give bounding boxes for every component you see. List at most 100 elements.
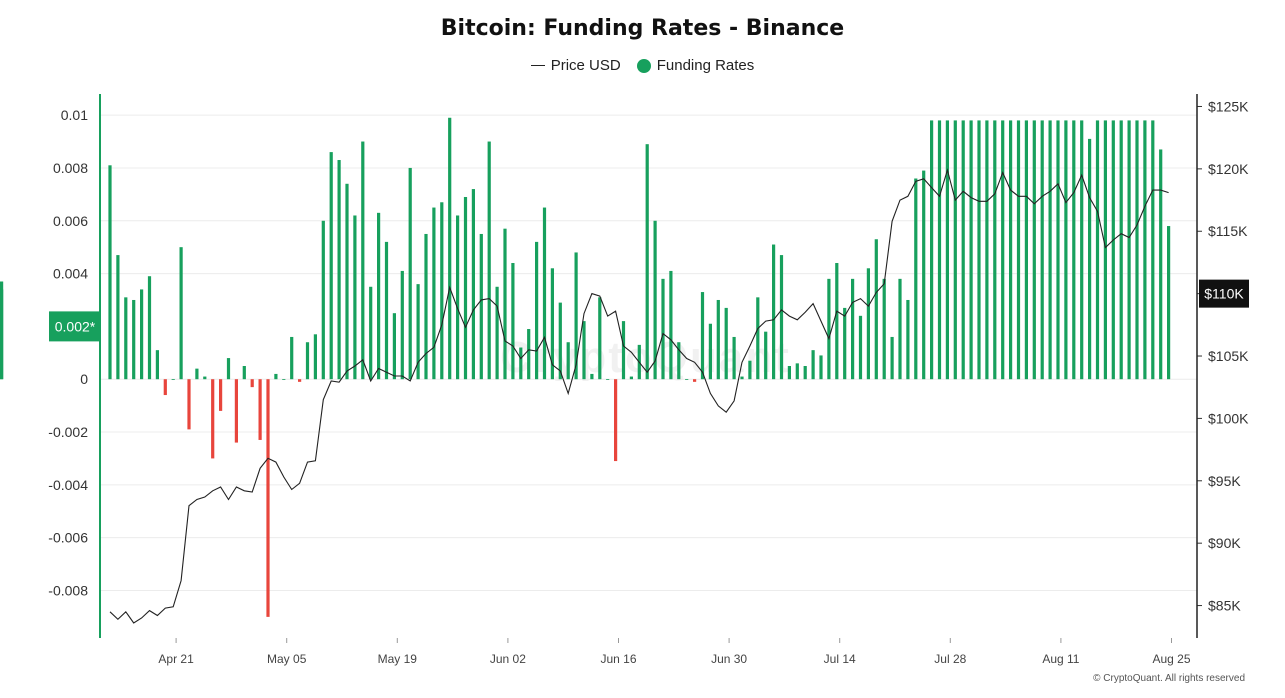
funding-bar (353, 215, 357, 380)
funding-bar (234, 379, 238, 443)
funding-bar (203, 376, 207, 380)
y-right-tick-label: $90K (1208, 535, 1241, 551)
funding-bar (116, 255, 120, 380)
funding-bar (614, 379, 618, 462)
funding-bar (463, 196, 468, 380)
x-tick-label: Jul 28 (934, 652, 966, 666)
funding-bar (1001, 120, 1005, 380)
current-funding-marker (49, 311, 100, 342)
funding-bar (1088, 138, 1092, 380)
funding-bar (606, 379, 610, 381)
funding-bar (1024, 120, 1028, 380)
funding-bar (140, 289, 144, 380)
funding-bar (400, 270, 404, 380)
funding-bar (108, 165, 112, 380)
x-tick-label: Aug 11 (1042, 652, 1079, 666)
funding-bar (700, 292, 705, 380)
funding-bar (835, 263, 839, 380)
funding-bar (519, 347, 523, 380)
funding-bar (345, 183, 349, 380)
funding-bar (290, 336, 294, 380)
funding-bar (961, 120, 965, 380)
funding-bar (1080, 120, 1084, 380)
funding-bar (132, 299, 136, 380)
funding-bar (298, 379, 302, 382)
y-right-tick-label: $95K (1208, 473, 1241, 489)
funding-bar (787, 366, 791, 380)
funding-bar (629, 376, 633, 380)
y-right-tick-label: $85K (1208, 598, 1241, 614)
legend: Price USD Funding Rates (0, 57, 1285, 74)
x-tick-label: Apr 21 (158, 652, 194, 666)
legend-item-funding[interactable]: Funding Rates (636, 57, 754, 74)
y-right-tick-label: $100K (1208, 410, 1249, 426)
funding-bar (661, 278, 665, 380)
funding-bar (274, 373, 278, 380)
legend-item-price[interactable]: Price USD (530, 57, 621, 74)
funding-bar (795, 363, 799, 380)
y-left-tick-label: -0.006 (48, 530, 88, 546)
funding-bar (827, 278, 831, 380)
funding-bar (724, 307, 728, 380)
legend-label-price: Price USD (550, 57, 621, 74)
dot-swatch-icon (636, 58, 651, 73)
funding-bar (866, 268, 870, 380)
y-right-tick-label: $105K (1208, 348, 1249, 364)
funding-bar (329, 152, 333, 380)
y-left-tick-label: -0.002 (48, 424, 88, 440)
x-tick-label: Aug 25 (1152, 652, 1190, 666)
funding-bar (1119, 120, 1123, 380)
funding-bar (645, 144, 649, 380)
funding-bar (590, 373, 594, 380)
funding-bar (313, 334, 317, 380)
funding-bar (890, 336, 894, 380)
funding-bar (598, 297, 602, 380)
funding-bar (779, 255, 784, 380)
funding-bar (440, 202, 444, 380)
funding-bar (361, 141, 365, 380)
line-swatch-icon (530, 64, 545, 67)
x-tick-label: May 19 (378, 652, 418, 666)
y-left-tick-label: 0.008 (53, 160, 88, 176)
funding-bar (226, 358, 231, 380)
funding-bar (1072, 120, 1076, 380)
funding-bar (1095, 120, 1100, 380)
y-left-tick-label: 0.004 (53, 266, 88, 282)
funding-bar (392, 313, 396, 380)
funding-bar (764, 331, 768, 380)
x-tick-label: Jun 16 (600, 652, 636, 666)
funding-bar (558, 302, 562, 380)
funding-bar (772, 244, 776, 380)
y-right-tick-label: $120K (1208, 161, 1249, 177)
funding-bar (1032, 120, 1036, 380)
funding-bar (969, 120, 973, 380)
funding-bar (582, 321, 586, 380)
funding-bar (542, 207, 547, 380)
y-right-tick-label: $125K (1208, 98, 1249, 114)
funding-bar (1167, 226, 1171, 380)
current-price-label: $110K (1204, 286, 1244, 302)
funding-bar (945, 120, 949, 380)
funding-bar (195, 368, 199, 380)
funding-bar (266, 379, 270, 617)
funding-bar (1111, 120, 1115, 380)
funding-bar (653, 220, 657, 380)
funding-bar (708, 323, 712, 380)
funding-bar (1127, 120, 1131, 380)
funding-bar (550, 268, 554, 380)
funding-bar (321, 220, 325, 380)
funding-bar (448, 117, 452, 380)
price-line (109, 168, 1169, 624)
funding-bar (155, 350, 159, 380)
funding-bar (0, 281, 4, 380)
funding-bar (574, 252, 578, 380)
funding-bar (740, 376, 744, 380)
y-left-tick-label: 0 (80, 371, 88, 387)
funding-bar (377, 212, 381, 380)
funding-bar (408, 167, 412, 380)
funding-bar (1016, 120, 1021, 380)
x-tick-label: Jun 02 (490, 652, 526, 666)
funding-bar (874, 239, 878, 380)
funding-bar (693, 379, 697, 382)
